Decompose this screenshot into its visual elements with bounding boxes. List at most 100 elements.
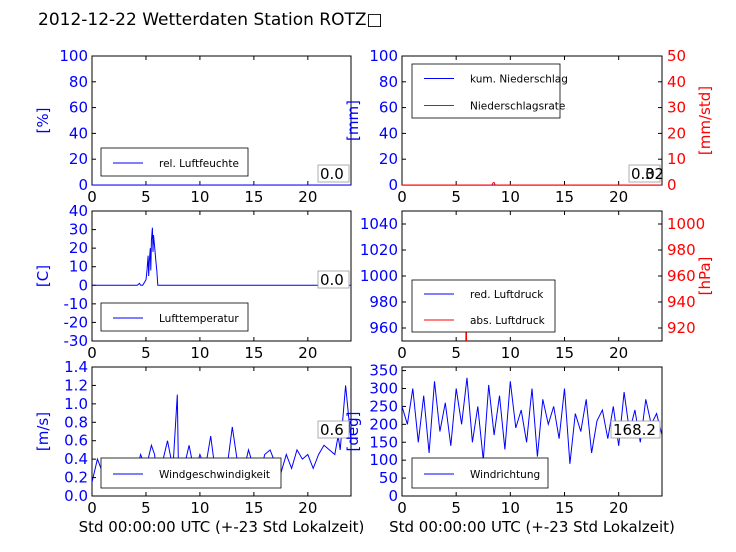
x-tick-label: 0 [87,344,97,362]
x-tick-label: 20 [298,499,317,517]
x-tick-label: 20 [298,344,317,362]
y-tick-label: 80 [69,73,88,91]
y-tick-label: 0.2 [64,469,88,487]
x-tick-label: 15 [555,188,574,206]
x-tick-label: 0 [397,344,407,362]
series-line-temperature [92,227,351,286]
y-tick-label-right: 0 [667,176,677,194]
y-tick-label: 100 [369,451,398,469]
chart-panel-pressure: 0 5 10 15 20 960 980 1000 1020 1040 920 940 960 980 10… [360,210,714,362]
x-tick-label: 0 [397,188,407,206]
y-tick-label-right: 10 [667,150,686,168]
value-label: 0.6 [320,421,344,439]
y-axis-label-right: [hPa] [696,257,714,296]
legend-entry: red. Luftdruck [470,289,544,301]
y-axis-label: [%] [34,108,52,134]
plot-frame [401,366,663,497]
y-tick-label: 40 [69,124,88,142]
legend-entry: Windrichtung [470,469,540,481]
y-tick-label: 0 [78,276,88,294]
y-tick-label: 1.0 [64,395,88,413]
chart-panel-wind_speed: 0 5 10 15 200.00.20.40.60.81.01.21.4[m/s]Win… [34,358,352,517]
y-tick-label: 30 [69,221,88,239]
y-axis-label: [deg] [344,412,362,452]
plot-frame [91,366,352,497]
y-tick-label: 40 [379,124,398,142]
chart-panel-temperature: 0 5 10 15 20-30-20-10010203040[C]Lufttempera… [34,202,352,362]
legend-box [411,457,549,489]
chart-panel-wind_direction: 0 5 10 15 20050100150200250300350[deg]Windri… [344,362,663,517]
x-tick-label: 15 [555,499,574,517]
value-label: 0.0 [320,165,344,183]
legend-box [411,63,561,119]
y-tick-label-right: 940 [667,293,696,311]
y-tick-label: 300 [369,380,398,398]
x-tick-label: 15 [244,188,263,206]
y-tick-label: 20 [69,239,88,257]
y-tick-label: 0 [78,176,88,194]
legend-box [100,147,249,177]
x-tick-label: 5 [451,344,461,362]
legend-entry: Niederschlagsrate [470,101,565,113]
y-tick-label: 0 [388,176,398,194]
legend-box [100,457,282,489]
y-tick-label: 100 [59,47,88,65]
y-axis-label-right: [mm/std] [696,86,714,155]
x-tick-label: 5 [141,499,151,517]
y-tick-label-right: 960 [667,267,696,285]
y-tick-label-right: 980 [667,241,696,259]
y-tick-label: 1.4 [64,358,88,376]
x-axis-label: Std 00:00:00 UTC (+-23 Std Lokalzeit) [389,518,675,536]
x-tick-label: 5 [451,188,461,206]
x-tick-label: 10 [501,344,520,362]
y-tick-label-right: 50 [667,47,686,65]
y-tick-label-right: 30 [667,99,686,117]
y-tick-label: 20 [69,150,88,168]
y-tick-label: 60 [379,99,398,117]
plot-frame [91,210,352,342]
y-tick-label-right: 20 [667,124,686,142]
legend-entry: kum. Niederschlag [470,74,568,86]
y-tick-label: 40 [69,202,88,220]
y-tick-label: 250 [369,397,398,415]
x-tick-label: 0 [87,188,97,206]
y-tick-label: 10 [69,258,88,276]
value-label: 0.0 [631,165,655,183]
value-label-box [628,164,661,183]
y-tick-label: 50 [379,469,398,487]
y-tick-label: 150 [369,433,398,451]
x-tick-label: 15 [244,499,263,517]
x-tick-label: 20 [609,344,628,362]
x-tick-label: 5 [141,188,151,206]
y-tick-label-right: 920 [667,319,696,337]
y-tick-label: 0.4 [64,450,88,468]
x-tick-label: 15 [244,344,263,362]
value-label-2: 32 [645,165,664,183]
value-label-box [317,420,350,439]
y-tick-label: 1020 [360,241,398,259]
x-tick-label: 5 [141,344,151,362]
series-line-precip [402,181,662,185]
y-tick-label: -10 [64,295,89,313]
value-label-box [317,270,350,289]
series-line-wind_direction [402,377,662,464]
x-tick-label: 0 [87,499,97,517]
y-axis-label: [C] [34,265,52,287]
x-tick-label: 10 [190,499,209,517]
x-tick-label: 20 [298,188,317,206]
y-tick-label: 1.2 [64,376,88,394]
y-tick-label: 0 [388,487,398,505]
legend-entry: rel. Luftfeuchte [159,158,239,170]
value-label-box [317,164,350,183]
x-tick-label: 20 [609,188,628,206]
legend-box [411,279,556,333]
x-tick-label: 10 [501,499,520,517]
y-tick-label: 0.0 [64,487,88,505]
x-tick-label: 10 [190,188,209,206]
y-tick-label: 100 [369,47,398,65]
chart-panel-precip: 0 5 10 15 20 0 20 40 60 80 100 0 10 20 30 40 50 [mm] [mm/s… [344,47,714,206]
x-axis-label: Std 00:00:00 UTC (+-23 Std Lokalzeit) [79,518,365,536]
y-tick-label: 0.8 [64,413,88,431]
legend-box [100,302,249,332]
